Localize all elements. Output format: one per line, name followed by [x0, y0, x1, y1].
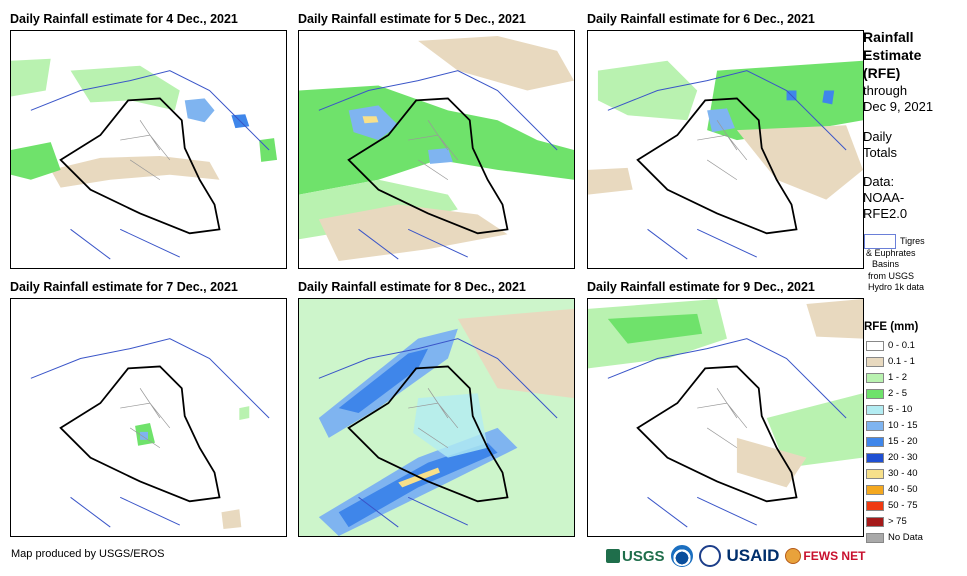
basin-line-3: Basins	[872, 259, 900, 269]
basin-legend-text: Tigres & Euphrates Basins from USGS Hydr…	[866, 236, 966, 294]
sidebar-title-line-1: Rainfall	[863, 29, 914, 45]
map-dec-5	[298, 30, 575, 269]
panel-title-dec-5: Daily Rainfall estimate for 5 Dec., 2021	[298, 12, 526, 26]
usgs-logo: USGS	[606, 548, 665, 565]
sidebar-data-line-3: RFE2.0	[863, 206, 908, 221]
sidebar-daily-totals: Daily Totals	[863, 129, 897, 161]
basin-line-1: Tigres	[900, 236, 925, 246]
map-dec-7	[10, 298, 287, 537]
legend-item: No Data	[866, 532, 923, 543]
legend-label: 20 - 30	[888, 452, 918, 463]
basin-line-5: Hydro 1k data	[868, 282, 925, 292]
sidebar-daily-line-1: Daily	[863, 129, 892, 144]
legend-swatch	[866, 436, 884, 447]
legend-swatch	[866, 484, 884, 495]
map-dec-4	[10, 30, 287, 269]
legend-swatch	[866, 500, 884, 511]
legend-label: 10 - 15	[888, 420, 918, 431]
legend-swatch	[866, 340, 884, 351]
usgs-logo-text: USGS	[622, 547, 665, 565]
legend-label: 30 - 40	[888, 468, 918, 479]
legend-swatch	[866, 372, 884, 383]
legend-item: 20 - 30	[866, 452, 918, 463]
fews-logo-text: FEWS NET	[803, 549, 866, 563]
sidebar-data-line-2: NOAA-	[863, 190, 905, 205]
sidebar-daily-line-2: Totals	[863, 145, 897, 160]
legend-item: 1 - 2	[866, 372, 907, 383]
legend-label: 2 - 5	[888, 388, 908, 399]
legend-label: 40 - 50	[888, 484, 918, 495]
legend-item: 50 - 75	[866, 500, 918, 511]
legend-item: 5 - 10	[866, 404, 912, 415]
basin-legend-swatch	[864, 234, 896, 249]
fews-net-logo: FEWS NET	[785, 548, 865, 564]
panel-title-dec-8: Daily Rainfall estimate for 8 Dec., 2021	[298, 280, 526, 294]
sidebar-data-source: Data: NOAA- RFE2.0	[863, 174, 907, 222]
legend-swatch	[866, 356, 884, 367]
sidebar-through-date: Dec 9, 2021	[863, 99, 934, 114]
legend-swatch	[866, 420, 884, 431]
legend-item: 15 - 20	[866, 436, 918, 447]
basin-line-4: from USGS	[868, 270, 915, 281]
noaa-logo-icon	[670, 545, 693, 567]
legend-label: 50 - 75	[888, 500, 918, 511]
legend-item: > 75	[866, 516, 907, 527]
legend-title: RFE (mm)	[864, 321, 919, 333]
legend-label: No Data	[888, 532, 923, 543]
sidebar-data-line-1: Data:	[863, 174, 895, 189]
map-dec-9	[587, 298, 864, 537]
legend-swatch	[866, 452, 884, 463]
panel-title-dec-4: Daily Rainfall estimate for 4 Dec., 2021	[10, 12, 238, 26]
legend-label: 5 - 10	[888, 404, 913, 415]
legend-item: 40 - 50	[866, 484, 918, 495]
sidebar-title: Rainfall Estimate (RFE) through Dec 9, 2…	[863, 28, 933, 115]
legend-swatch	[866, 388, 884, 399]
legend-label: 0.1 - 1	[888, 356, 915, 367]
legend-swatch	[866, 516, 884, 527]
legend-swatch	[866, 468, 884, 479]
sidebar-title-line-2: Estimate	[863, 47, 922, 63]
sidebar-title-line-3: (RFE)	[863, 65, 901, 81]
map-credit: Map produced by USGS/EROS	[11, 548, 165, 560]
legend-item: 0 - 0.1	[866, 340, 915, 351]
legend-item: 10 - 15	[866, 420, 918, 431]
legend-item: 0.1 - 1	[866, 356, 915, 367]
legend-swatch	[866, 404, 884, 415]
map-dec-6	[587, 30, 864, 269]
legend-label: 15 - 20	[888, 436, 918, 447]
sidebar-through-label: through	[863, 83, 908, 98]
legend-swatch	[866, 532, 884, 543]
usgs-mark-icon	[606, 549, 620, 563]
fews-globe-icon	[785, 548, 802, 564]
panel-title-dec-6: Daily Rainfall estimate for 6 Dec., 2021	[587, 12, 815, 26]
panel-title-dec-7: Daily Rainfall estimate for 7 Dec., 2021	[10, 280, 238, 294]
usaid-seal-icon	[698, 545, 721, 567]
panel-title-dec-9: Daily Rainfall estimate for 9 Dec., 2021	[587, 280, 815, 294]
usaid-logo: USAID	[726, 546, 780, 565]
basin-line-2: & Euphrates	[866, 247, 916, 258]
legend-item: 2 - 5	[866, 388, 907, 399]
legend-label: 1 - 2	[888, 372, 908, 383]
legend-item: 30 - 40	[866, 468, 918, 479]
logo-bar: USGS USAID FEWS NET	[606, 542, 865, 570]
legend-label: > 75	[888, 516, 907, 527]
legend-label: 0 - 0.1	[888, 340, 915, 351]
map-dec-8	[298, 298, 575, 537]
